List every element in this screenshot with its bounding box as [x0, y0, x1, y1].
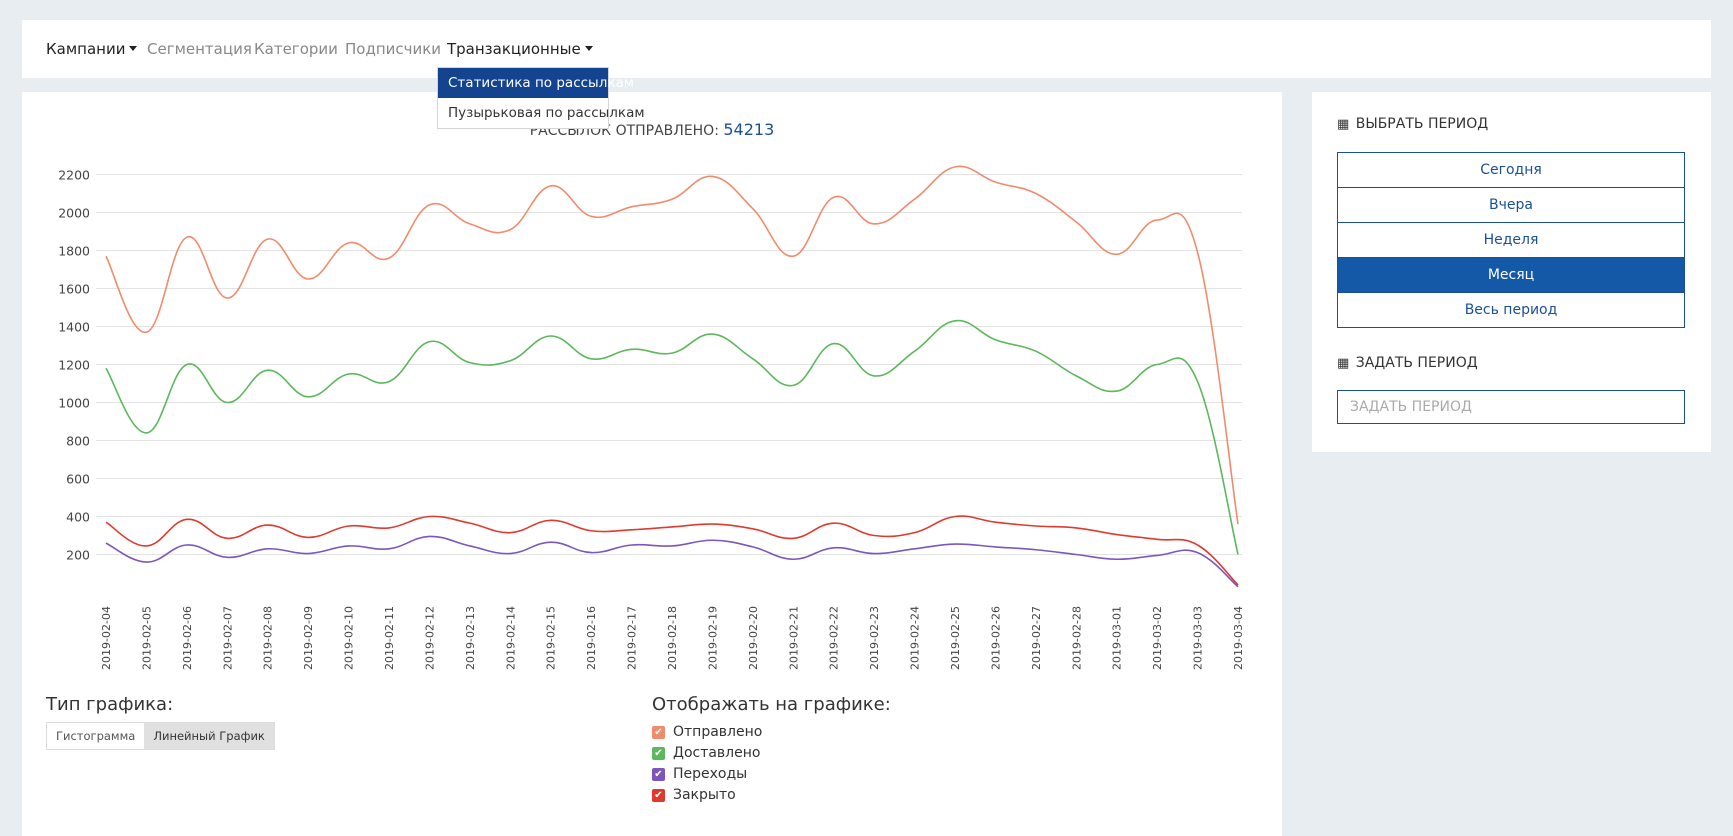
nav-segmentation[interactable]: Сегментация	[147, 20, 252, 78]
period-list: Сегодня Вчера Неделя Месяц Весь период	[1337, 152, 1685, 328]
period-input[interactable]	[1337, 390, 1685, 424]
x-tick-label: 2019-02-22	[828, 606, 841, 670]
x-tick-label: 2019-02-24	[909, 606, 922, 670]
series-toggle-clicks[interactable]: ✔ Переходы	[652, 764, 762, 785]
series-line-f28b6c	[105, 165, 1239, 525]
x-tick-label: 2019-03-03	[1192, 606, 1205, 670]
period-panel: ▦ ВЫБРАТЬ ПЕРИОД Сегодня Вчера Неделя Ме…	[1312, 92, 1711, 452]
x-tick-label: 2019-02-23	[868, 606, 881, 670]
y-tick-label: 2000	[58, 206, 90, 221]
x-tick-label: 2019-02-17	[626, 606, 639, 670]
checkbox-checked-icon[interactable]: ✔	[652, 726, 665, 739]
x-tick-label: 2019-02-16	[585, 606, 598, 670]
checkbox-checked-icon[interactable]: ✔	[652, 768, 665, 781]
series-toggle-label: Переходы	[673, 766, 748, 782]
y-tick-label: 1400	[58, 320, 90, 335]
caret-down-icon	[129, 46, 138, 51]
y-tick-label: 800	[66, 434, 90, 449]
nav-subscribers-label: Подписчики	[345, 40, 442, 58]
y-tick-label: 1200	[58, 358, 90, 373]
line-chart: 200 400 600 800 1000 1200 1400 1600 1800 2000 2200…	[58, 165, 1245, 670]
x-tick-label: 2019-02-06	[181, 606, 194, 670]
choose-period-heading: ▦ ВЫБРАТЬ ПЕРИОД	[1337, 116, 1488, 132]
x-tick-label: 2019-03-04	[1232, 606, 1245, 670]
x-tick-label: 2019-02-10	[343, 606, 356, 670]
y-tick-label: 1800	[58, 244, 90, 259]
x-tick-label: 2019-02-28	[1070, 606, 1083, 670]
nav-campaigns-label: Кампании	[46, 40, 126, 58]
y-tick-label: 1600	[58, 282, 90, 297]
nav-subscribers[interactable]: Подписчики	[345, 20, 441, 78]
nav-segmentation-label: Сегментация	[147, 40, 252, 58]
checkbox-checked-icon[interactable]: ✔	[652, 747, 665, 760]
x-tick-label: 2019-02-25	[949, 606, 962, 670]
y-tick-label: 200	[66, 548, 90, 563]
x-tick-label: 2019-02-05	[140, 606, 153, 670]
y-tick-label: 2200	[58, 168, 90, 183]
y-tick-label: 1000	[58, 396, 90, 411]
x-tick-label: 2019-03-02	[1151, 606, 1164, 670]
period-month-button[interactable]: Месяц	[1337, 257, 1685, 293]
line-chart-button[interactable]: Линейный График	[144, 723, 274, 749]
series-toggle-list: ✔ Отправлено ✔ Доставлено ✔ Переходы ✔ З…	[652, 722, 762, 806]
chart-header-value: 54213	[723, 120, 775, 139]
period-all-button[interactable]: Весь период	[1337, 292, 1685, 328]
calendar-icon: ▦	[1337, 356, 1350, 371]
chart-type-toggle: Гистограмма Линейный График	[46, 722, 275, 750]
x-tick-label: 2019-03-01	[1111, 606, 1124, 670]
y-tick-label: 600	[66, 472, 90, 487]
series-toggle-label: Отправлено	[673, 724, 763, 740]
main-panel: РАССЫЛОК ОТПРАВЛЕНО: 54213 200 400 600 800 1…	[22, 92, 1282, 836]
caret-down-icon	[584, 46, 593, 51]
x-tick-label: 2019-02-04	[100, 606, 113, 670]
set-period-heading: ▦ ЗАДАТЬ ПЕРИОД	[1337, 355, 1478, 371]
period-yesterday-button[interactable]: Вчера	[1337, 187, 1685, 223]
x-tick-label: 2019-02-11	[383, 606, 396, 670]
period-today-button[interactable]: Сегодня	[1337, 152, 1685, 188]
top-navbar: Кампании Сегментация Категории Подписчик…	[22, 20, 1711, 78]
nav-campaigns[interactable]: Кампании	[46, 20, 138, 78]
series-toggle-label: Доставлено	[673, 745, 761, 761]
display-title: Отображать на графике:	[652, 694, 891, 715]
series-toggle-closed[interactable]: ✔ Закрыто	[652, 785, 762, 806]
x-tick-label: 2019-02-15	[545, 606, 558, 670]
nav-transactional-label: Транзакционные	[447, 40, 581, 58]
x-tick-label: 2019-02-13	[464, 606, 477, 670]
calendar-icon: ▦	[1337, 117, 1350, 132]
x-tick-label: 2019-02-20	[747, 606, 760, 670]
series-line-e03a2f	[105, 515, 1239, 586]
series-line-7b57bd	[105, 535, 1239, 588]
period-week-button[interactable]: Неделя	[1337, 222, 1685, 258]
series-toggle-sent[interactable]: ✔ Отправлено	[652, 722, 762, 743]
nav-categories[interactable]: Категории	[254, 20, 338, 78]
x-tick-label: 2019-02-26	[989, 606, 1002, 670]
dropdown-item-mailing-stats[interactable]: Статистика по рассылкам	[438, 68, 634, 98]
x-tick-label: 2019-02-18	[666, 606, 679, 670]
transactional-dropdown: Статистика по рассылкам Пузырьковая по р…	[437, 67, 645, 129]
histogram-button[interactable]: Гистограмма	[56, 729, 136, 743]
x-tick-label: 2019-02-27	[1030, 606, 1043, 670]
chart-type-title: Тип графика:	[46, 694, 174, 715]
x-tick-label: 2019-02-08	[262, 606, 275, 670]
nav-transactional[interactable]: Транзакционные	[447, 20, 593, 78]
dropdown-item-bubble-stats[interactable]: Пузырьковая по рассылкам	[448, 105, 645, 121]
y-tick-label: 400	[66, 510, 90, 525]
series-toggle-label: Закрыто	[673, 787, 736, 803]
x-tick-label: 2019-02-07	[221, 606, 234, 670]
series-line-5cb85c	[105, 319, 1239, 555]
checkbox-checked-icon[interactable]: ✔	[652, 789, 665, 802]
choose-period-label: ВЫБРАТЬ ПЕРИОД	[1355, 116, 1489, 132]
x-tick-label: 2019-02-14	[504, 606, 517, 670]
x-tick-label: 2019-02-12	[423, 606, 436, 670]
x-tick-label: 2019-02-19	[706, 606, 719, 670]
series-toggle-delivered[interactable]: ✔ Доставлено	[652, 743, 762, 764]
x-tick-label: 2019-02-09	[302, 606, 315, 670]
nav-categories-label: Категории	[254, 40, 338, 58]
x-tick-label: 2019-02-21	[787, 606, 800, 670]
set-period-label: ЗАДАТЬ ПЕРИОД	[1355, 355, 1478, 371]
